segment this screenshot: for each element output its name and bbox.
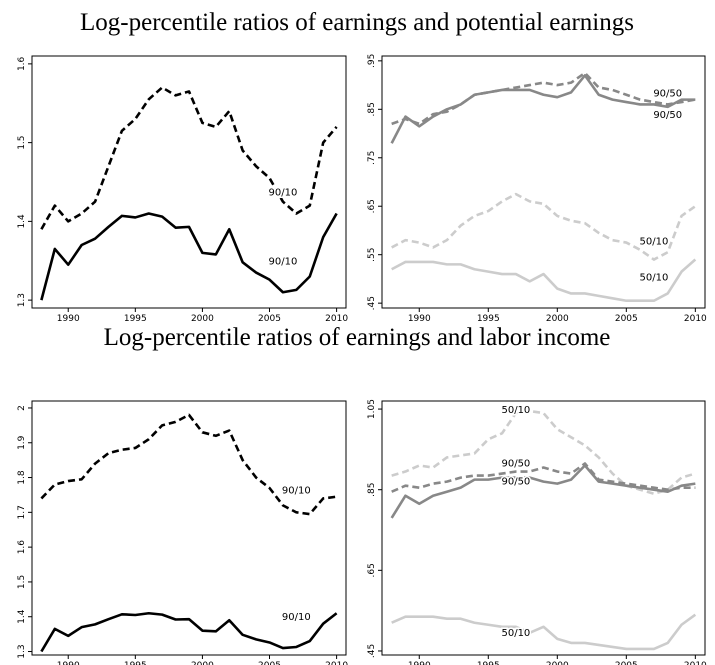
y-tick-label: 1.6 xyxy=(17,540,27,555)
y-tick-label: .65 xyxy=(367,563,377,577)
y-tick-label: .45 xyxy=(367,296,377,310)
y-tick-label: 1.7 xyxy=(17,505,27,519)
plot-frame xyxy=(381,55,706,309)
x-tick-label: 2005 xyxy=(258,314,281,324)
plot-frame xyxy=(31,400,347,656)
y-tick-label: .75 xyxy=(367,151,377,165)
y-tick-label: 2 xyxy=(17,405,27,411)
plot-frame xyxy=(31,55,347,309)
x-tick-label: 2000 xyxy=(546,661,569,665)
series-label: 50/10 xyxy=(501,405,530,416)
series-label: 90/10 xyxy=(269,256,298,267)
series-label: 50/10 xyxy=(501,628,530,639)
series-line xyxy=(391,192,697,261)
y-tick-label: .85 xyxy=(367,102,377,116)
x-tick-label: 1990 xyxy=(408,314,431,324)
plot-frame xyxy=(381,400,706,656)
y-tick-label: .95 xyxy=(367,54,377,68)
series-line xyxy=(391,613,697,651)
x-tick-label: 2000 xyxy=(191,314,214,324)
series-line xyxy=(391,71,696,126)
y-tick-label: 1.3 xyxy=(17,293,27,307)
y-tick-label: 1.4 xyxy=(17,214,27,229)
x-tick-label: 2000 xyxy=(546,314,569,324)
y-tick-label: .65 xyxy=(367,199,377,213)
y-tick-label: 1.8 xyxy=(17,470,27,485)
series-line xyxy=(40,611,338,653)
y-tick-label: 1.5 xyxy=(17,135,27,149)
series-line xyxy=(40,212,338,301)
x-tick-label: 1995 xyxy=(477,661,500,665)
x-tick-label: 2005 xyxy=(615,661,638,665)
series-label: 90/50 xyxy=(653,110,682,121)
series-label: 90/10 xyxy=(282,485,311,496)
series-label: 90/10 xyxy=(269,188,298,199)
panel-title: Log-percentile ratios of earnings and po… xyxy=(80,9,634,36)
x-tick-label: 1990 xyxy=(57,314,80,324)
series-line xyxy=(391,462,696,493)
x-tick-label: 1995 xyxy=(124,314,147,324)
series-line xyxy=(391,258,697,303)
x-tick-label: 1995 xyxy=(124,661,147,665)
y-tick-label: 1.3 xyxy=(17,644,27,658)
x-tick-label: 2000 xyxy=(191,661,214,665)
series-label: 90/10 xyxy=(282,612,311,623)
series-label: 90/50 xyxy=(501,459,530,470)
x-tick-label: 1990 xyxy=(408,661,431,665)
series-line xyxy=(40,86,338,230)
series-label: 90/50 xyxy=(653,88,682,99)
y-tick-label: .55 xyxy=(367,248,377,262)
x-tick-label: 2010 xyxy=(325,661,348,665)
series-line xyxy=(390,74,696,144)
series-line xyxy=(40,413,337,516)
y-tick-label: 1.6 xyxy=(17,56,27,71)
x-tick-label: 2010 xyxy=(684,314,707,324)
y-tick-label: 1.4 xyxy=(17,609,27,624)
series-line xyxy=(390,464,696,519)
x-tick-label: 1995 xyxy=(477,314,500,324)
y-tick-label: 1.9 xyxy=(17,435,27,450)
y-tick-label: .45 xyxy=(367,644,377,658)
series-label: 50/10 xyxy=(640,273,669,284)
panel-title: Log-percentile ratios of earnings and la… xyxy=(104,324,611,351)
y-tick-label: 1.5 xyxy=(17,575,27,589)
y-tick-label: 1.05 xyxy=(367,399,377,419)
x-tick-label: 2010 xyxy=(325,314,348,324)
x-tick-label: 2005 xyxy=(615,314,638,324)
x-tick-label: 2005 xyxy=(258,661,281,665)
x-tick-label: 2010 xyxy=(684,661,707,665)
x-tick-label: 1990 xyxy=(57,661,80,665)
series-label: 90/50 xyxy=(501,477,530,488)
series-label: 50/10 xyxy=(640,237,669,248)
y-tick-label: .85 xyxy=(367,483,377,497)
